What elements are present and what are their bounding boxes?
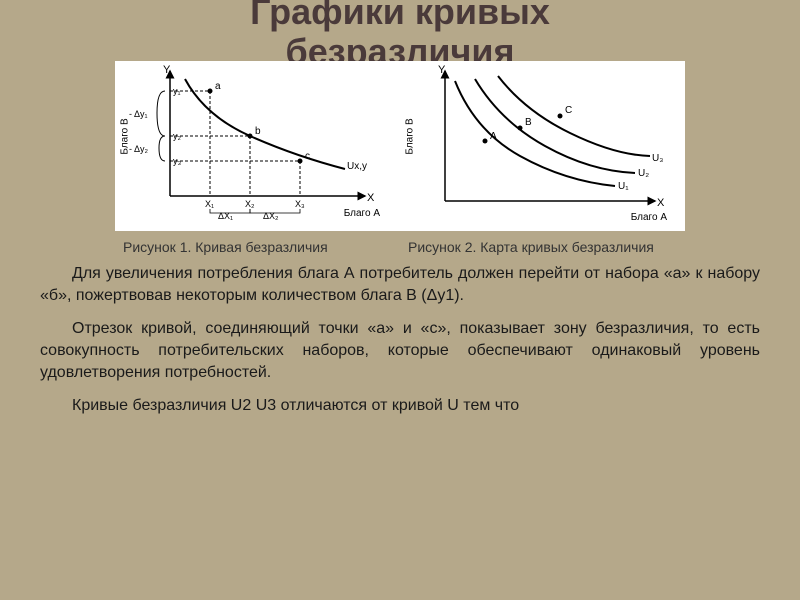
title-line1: Графики кривых — [250, 0, 550, 32]
body-text: Для увеличения потребления блага А потре… — [0, 263, 800, 417]
chart2-x-symbol: X — [657, 197, 665, 209]
chart2-point-b-label: B — [525, 117, 532, 128]
chart1-point-b-label: b — [255, 126, 261, 137]
chart1-ytick-1: y₁ — [173, 86, 181, 96]
chart1-dy1: - Δy₁ — [129, 109, 148, 119]
chart1-dx2: ΔX₂ — [263, 211, 279, 221]
chart-container: Благо В Y X Ux,y a b c — [115, 61, 685, 231]
chart-2-svg: Y X A B C U₁ U₂ U₃ — [400, 61, 685, 231]
chart2-point-c-label: C — [565, 105, 572, 116]
captions-row: Рисунок 1. Кривая безразличия Рисунок 2.… — [115, 239, 685, 255]
caption-1: Рисунок 1. Кривая безразличия — [115, 239, 400, 255]
caption-2: Рисунок 2. Карта кривых безразличия — [400, 239, 685, 255]
chart2-u1-label: U₁ — [618, 181, 629, 192]
chart1-point-c-label: c — [305, 151, 310, 162]
chart-1-svg: Y X Ux,y a b c y₁ y₂ y₃ X₁ X — [115, 61, 400, 231]
chart-2-panel: Благо В Y X A B C U₁ U₂ U₃ — [400, 61, 685, 231]
chart2-point-a — [483, 139, 488, 144]
chart1-xtick-2: X₂ — [245, 199, 255, 209]
chart1-ytick-2: y₂ — [173, 131, 182, 141]
chart1-curve-label: Ux,y — [347, 161, 367, 172]
chart1-xtick-3: X₃ — [295, 199, 305, 209]
paragraph-1: Для увеличения потребления блага А потре… — [40, 263, 760, 306]
chart-1-panel: Благо В Y X Ux,y a b c — [115, 61, 400, 231]
chart2-u3-label: U₃ — [652, 153, 663, 164]
chart2-y-symbol: Y — [438, 64, 446, 76]
chart1-x-axis-label: Благо А — [344, 208, 380, 219]
chart1-ytick-3: y₃ — [173, 156, 182, 166]
chart2-point-c — [558, 114, 563, 119]
chart2-x-axis-label: Благо А — [631, 212, 667, 223]
chart2-y-axis-label: Благо В — [405, 119, 416, 155]
chart2-curve-u3 — [498, 76, 650, 156]
chart1-dx1: ΔX₁ — [218, 211, 233, 221]
chart1-y-axis-label: Благо В — [120, 119, 131, 155]
chart2-u2-label: U₂ — [638, 168, 649, 179]
chart2-point-b — [518, 126, 523, 131]
chart2-point-a-label: A — [490, 131, 497, 142]
chart2-curve-u1 — [455, 81, 615, 186]
paragraph-2: Отрезок кривой, соединяющий точки «a» и … — [40, 318, 760, 383]
chart1-x-symbol: X — [367, 192, 375, 204]
chart1-xtick-1: X₁ — [205, 199, 214, 209]
chart1-dy2: - Δy₂ — [129, 144, 149, 154]
chart1-point-a-label: a — [215, 81, 221, 92]
chart1-y-symbol: Y — [163, 64, 171, 76]
paragraph-3-cutoff: Кривые безразличия U2 U3 отличаются от к… — [40, 395, 760, 417]
